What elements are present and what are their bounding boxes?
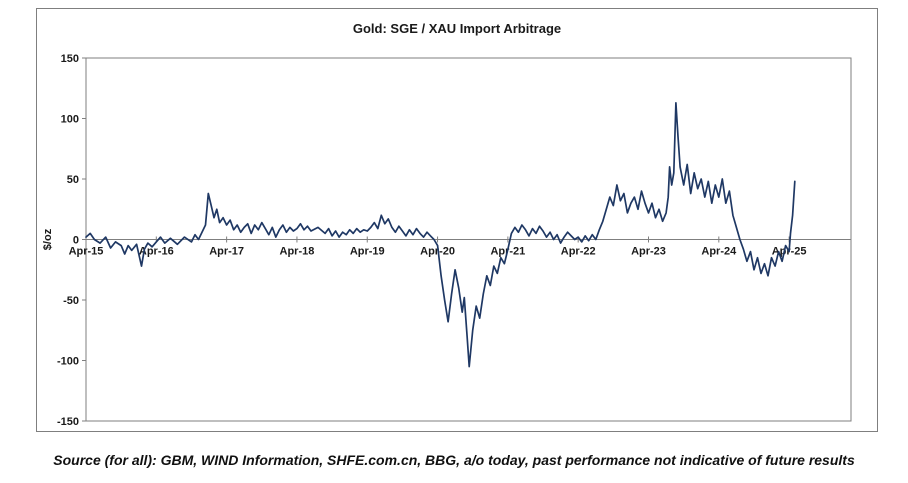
x-tick-label: Apr-18	[280, 246, 315, 258]
y-tick-label: 100	[61, 114, 79, 126]
x-tick-label: Apr-22	[561, 246, 596, 258]
x-tick-label: Apr-16	[139, 246, 174, 258]
y-tick-label: 50	[67, 174, 79, 186]
y-tick-label: 150	[61, 53, 79, 65]
x-tick-label: Apr-17	[209, 246, 244, 258]
arbitrage-chart: 150 100 50 0 -50 -100 -150 Apr-15 Apr-16 Apr-17 Ap…	[36, 8, 878, 432]
x-tick-label: Apr-24	[701, 246, 737, 258]
series-line	[85, 101, 796, 368]
x-tick-label: Apr-19	[350, 246, 385, 258]
y-tick-label: 0	[73, 235, 79, 247]
y-tick-label: -150	[57, 416, 79, 428]
source-note: Source (for all): GBM, WIND Information,…	[53, 452, 855, 468]
chart-plot-area: 150 100 50 0 -50 -100 -150 Apr-15 Apr-16 Apr-17 Ap…	[42, 53, 852, 428]
y-axis-title: $/oz	[42, 228, 54, 250]
y-tick-label: -50	[63, 295, 79, 307]
x-tick-label: Apr-15	[69, 246, 104, 258]
chart-title: Gold: SGE / XAU Import Arbitrage	[352, 21, 562, 36]
y-tick-label: -100	[57, 356, 79, 368]
x-tick-label: Apr-23	[631, 246, 666, 258]
